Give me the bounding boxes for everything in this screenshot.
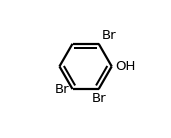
Text: Br: Br — [92, 92, 107, 105]
Text: OH: OH — [115, 60, 135, 73]
Text: Br: Br — [55, 83, 69, 96]
Text: Br: Br — [102, 29, 117, 42]
